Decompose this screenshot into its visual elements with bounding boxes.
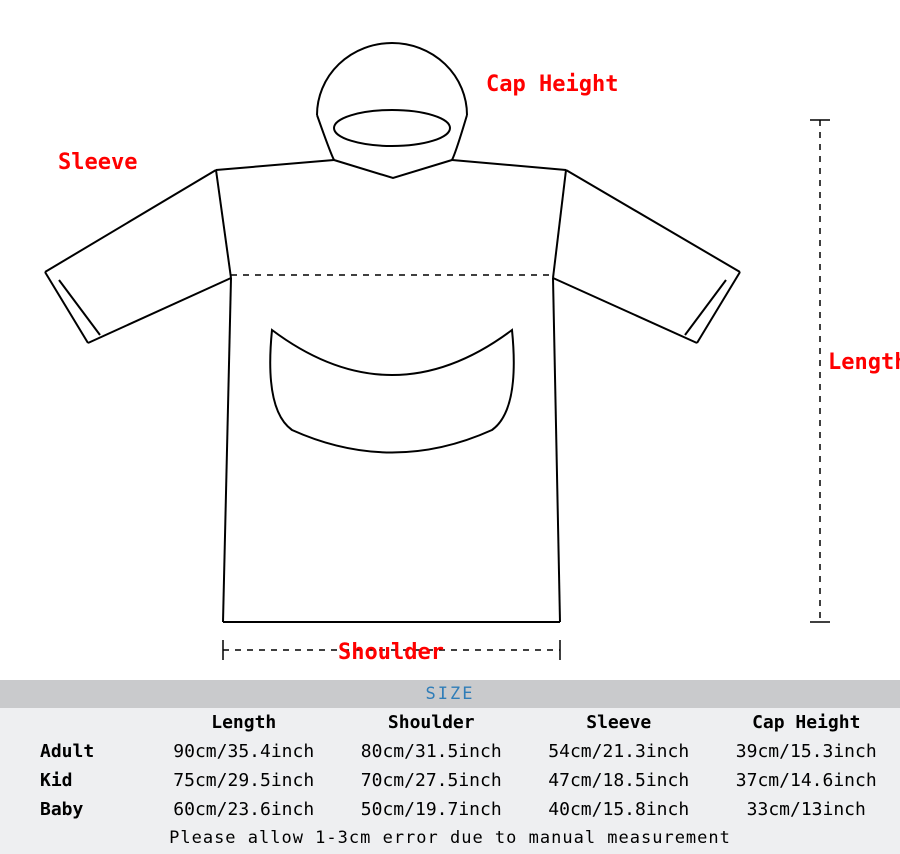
size-table-area: SIZE LengthShoulderSleeveCap Height Adul… — [0, 680, 900, 854]
row-label: Kid — [0, 766, 150, 795]
label-cap-height: Cap Height — [486, 72, 618, 97]
table-cell: 40cm/15.8inch — [525, 795, 713, 824]
size-header: SIZE — [0, 680, 900, 708]
label-sleeve: Sleeve — [58, 150, 137, 175]
table-cell: 33cm/13inch — [713, 795, 900, 824]
table-cell: 75cm/29.5inch — [150, 766, 338, 795]
table-cell: 39cm/15.3inch — [713, 737, 900, 766]
table-column-header: Cap Height — [713, 708, 900, 737]
table-cell: 50cm/19.7inch — [338, 795, 526, 824]
table-cell: 70cm/27.5inch — [338, 766, 526, 795]
table-cell: 90cm/35.4inch — [150, 737, 338, 766]
table-cell: 47cm/18.5inch — [525, 766, 713, 795]
diagram-area: Cap Height Sleeve Length Shoulder — [0, 0, 900, 680]
table-row: Baby60cm/23.6inch50cm/19.7inch40cm/15.8i… — [0, 795, 900, 824]
table-corner — [0, 708, 150, 737]
table-row: Adult90cm/35.4inch80cm/31.5inch54cm/21.3… — [0, 737, 900, 766]
label-length: Length — [828, 350, 900, 375]
table-cell: 54cm/21.3inch — [525, 737, 713, 766]
table-column-header: Shoulder — [338, 708, 526, 737]
table-column-header: Sleeve — [525, 708, 713, 737]
row-label: Adult — [0, 737, 150, 766]
table-header-row: LengthShoulderSleeveCap Height — [0, 708, 900, 737]
table-body: Adult90cm/35.4inch80cm/31.5inch54cm/21.3… — [0, 737, 900, 824]
garment-svg — [0, 0, 900, 680]
label-shoulder: Shoulder — [338, 640, 444, 665]
size-table: LengthShoulderSleeveCap Height Adult90cm… — [0, 708, 900, 824]
table-cell: 37cm/14.6inch — [713, 766, 900, 795]
table-row: Kid75cm/29.5inch70cm/27.5inch47cm/18.5in… — [0, 766, 900, 795]
row-label: Baby — [0, 795, 150, 824]
table-column-header: Length — [150, 708, 338, 737]
table-cell: 80cm/31.5inch — [338, 737, 526, 766]
table-cell: 60cm/23.6inch — [150, 795, 338, 824]
